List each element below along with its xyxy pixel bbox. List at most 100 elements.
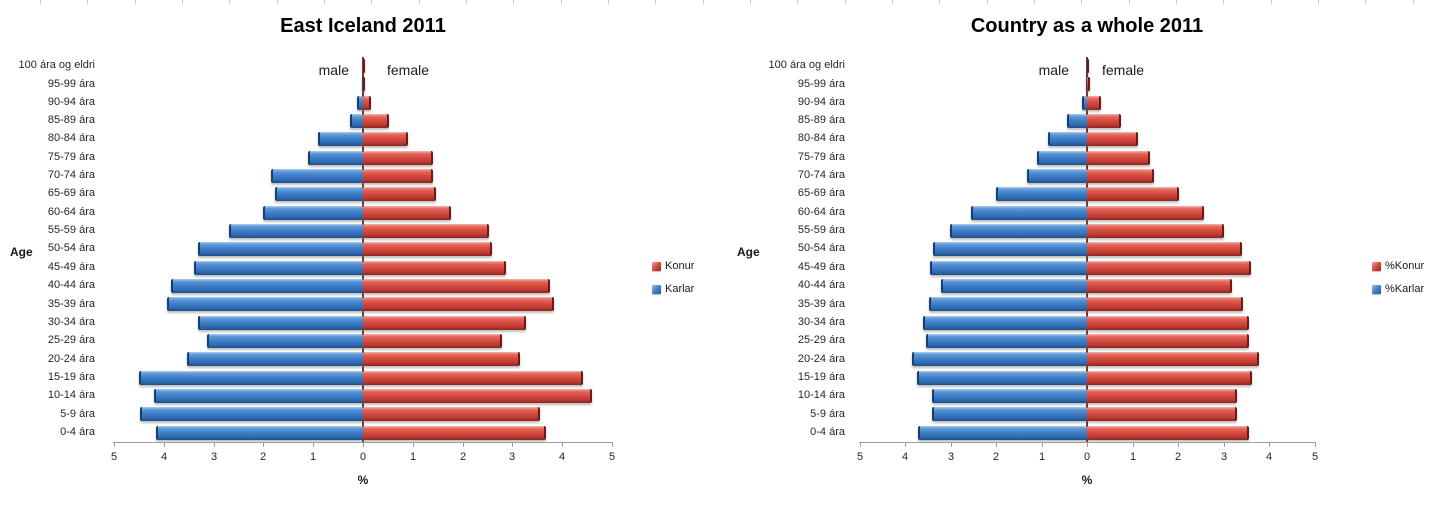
female-side-label: female [1102,62,1145,78]
male-bar [1037,151,1087,165]
female-bar [363,206,451,220]
spreadsheet-column-dash [513,0,514,4]
x-tick-label: 2 [259,451,267,463]
age-axis-title: Age [737,245,760,259]
age-label: 65-69 ára [47,187,95,199]
male-bar [350,114,363,128]
spreadsheet-column-dash [1271,0,1272,4]
female-bar [363,114,389,128]
male-bar [929,297,1087,311]
x-tick-label: 2 [992,451,1000,463]
x-axis-tick [860,442,861,447]
male-bar [930,261,1087,275]
x-tick-label: 4 [1265,451,1273,463]
male-bar [932,407,1087,421]
spreadsheet-column-dash [1034,0,1035,4]
female-bar [363,371,583,385]
female-bar [363,242,492,256]
legend-swatch-konur [652,262,661,271]
spreadsheet-column-dash [1081,0,1082,4]
female-bar [363,352,520,366]
male-bar [139,371,363,385]
age-label: 50-54 ára [797,242,845,254]
x-axis-tick [263,442,264,447]
spreadsheet-column-dash [1223,0,1224,4]
spreadsheet-column-dash [987,0,988,4]
female-bar [1087,96,1101,110]
female-bar [363,261,506,275]
chart-title: Country as a whole 2011 [970,15,1204,37]
age-label: 35-39 ára [797,298,845,310]
age-label: 40-44 ára [47,279,95,291]
x-tick-label: 4 [901,451,909,463]
x-tick-label: 0 [359,451,367,463]
age-label: 25-29 ára [47,334,95,346]
age-label: 80-84 ára [797,132,845,144]
female-bar [363,389,592,403]
male-bar [198,316,363,330]
spreadsheet-column-dash [135,0,136,4]
male-bar [140,407,363,421]
male-bar [926,334,1087,348]
x-tick-label: 3 [1220,451,1228,463]
female-bar [1087,407,1237,421]
age-label: 70-74 ára [797,169,845,181]
x-axis-tick [463,442,464,447]
male-bar [318,132,363,146]
age-label: 100 ára og eldri [18,59,95,71]
female-bar [363,224,489,238]
female-bar [1087,206,1204,220]
male-bar [1082,96,1087,110]
male-bar [207,334,363,348]
spreadsheet-column-dash [561,0,562,4]
spreadsheet-column-dash [229,0,230,4]
male-bar [1027,169,1087,183]
x-axis-tick [951,442,952,447]
female-bar [1087,169,1154,183]
female-bar [1087,261,1251,275]
spreadsheet-column-dash [466,0,467,4]
male-bar [950,224,1087,238]
spreadsheet-column-dash [845,0,846,4]
age-label: 75-79 ára [47,151,95,163]
spreadsheet-column-dash [1413,0,1414,4]
age-label: 35-39 ára [47,298,95,310]
x-tick-label: 2 [459,451,467,463]
age-label: 0-4 ára [810,426,845,438]
age-label: 85-89 ára [47,114,95,126]
female-bar [1087,334,1249,348]
legend-swatch-karlar [652,285,661,294]
age-label: 55-59 ára [797,224,845,236]
x-axis-tick [612,442,613,447]
spreadsheet-column-dash [750,0,751,4]
female-bar [1087,242,1242,256]
spreadsheet-column-dash [371,0,372,4]
female-bar [1087,224,1224,238]
legend-label: Konur [665,260,695,272]
age-label: 20-24 ára [797,353,845,365]
female-bar [1087,151,1150,165]
male-bar [156,426,363,440]
x-tick-label: 1 [1038,451,1046,463]
male-bar [167,297,363,311]
legend-label: %Karlar [1385,283,1425,295]
female-bar [1087,389,1237,403]
spreadsheet-column-dash [1365,0,1366,4]
female-bar [363,59,365,73]
x-axis-tick [905,442,906,447]
male-bar [996,187,1087,201]
age-label: 20-24 ára [47,353,95,365]
x-axis-tick [363,442,364,447]
age-label: 45-49 ára [797,261,845,273]
female-bar [363,334,502,348]
male-bar [187,352,363,366]
age-label: 60-64 ára [47,206,95,218]
age-label: 25-29 ára [797,334,845,346]
female-side-label: female [387,62,430,78]
age-label: 10-14 ára [47,389,95,401]
female-bar [1087,59,1089,73]
male-bar [912,352,1087,366]
age-label: 60-64 ára [797,206,845,218]
male-bar [198,242,363,256]
